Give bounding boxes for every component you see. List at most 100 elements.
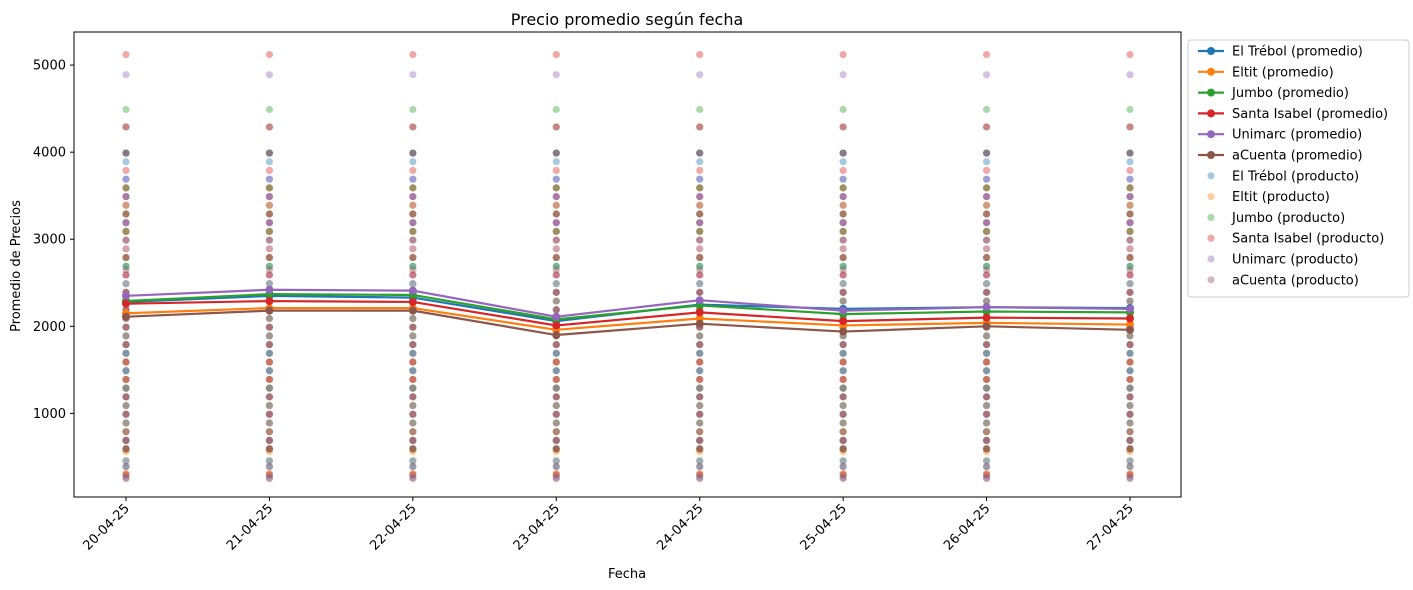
scatter-point (839, 288, 847, 296)
scatter-point (839, 175, 847, 183)
scatter-point (122, 271, 130, 279)
scatter-point (839, 219, 847, 227)
scatter-point (409, 375, 417, 384)
scatter-point (696, 367, 704, 375)
scatter-point (122, 166, 130, 175)
scatter-point (409, 323, 417, 331)
scatter-point (839, 419, 847, 427)
scatter-point (1126, 123, 1134, 131)
scatter-point (839, 192, 847, 201)
scatter-point (265, 105, 274, 114)
scatter-point (696, 358, 704, 366)
scatter-point (982, 297, 991, 305)
scatter-point (982, 158, 991, 166)
scatter-point (982, 367, 991, 375)
scatter-point (409, 149, 417, 157)
scatter-point (265, 444, 274, 452)
scatter-point (552, 358, 560, 366)
scatter-point (1126, 332, 1134, 340)
scatter-point (696, 262, 704, 270)
scatter-point (696, 175, 704, 183)
scatter-point (265, 71, 274, 79)
scatter-point (409, 219, 417, 227)
scatter-point (265, 245, 274, 253)
scatter-point (1126, 428, 1134, 436)
scatter-point (122, 393, 130, 401)
scatter-point (1126, 175, 1134, 183)
scatter-point (265, 367, 274, 375)
scatter-point (1126, 410, 1134, 418)
scatter-point (122, 341, 130, 349)
scatter-point (1126, 393, 1134, 401)
scatter-point (122, 192, 130, 201)
scatter-point (696, 332, 704, 340)
scatter-point (122, 349, 130, 357)
scatter-point (982, 393, 991, 401)
scatter-point (1126, 253, 1134, 262)
scatter-point (982, 51, 991, 59)
scatter-point (696, 210, 704, 218)
scatter-point (982, 184, 991, 192)
scatter-point (982, 175, 991, 183)
scatter-point (696, 349, 704, 357)
scatter-point (409, 332, 417, 340)
scatter-point (265, 436, 274, 444)
scatter-point (982, 428, 991, 436)
scatter-point (1126, 201, 1134, 209)
scatter-point (552, 149, 560, 157)
scatter-point (409, 149, 417, 157)
legend-entry: Unimarc (producto) (1232, 253, 1358, 268)
scatter-point (552, 271, 560, 279)
scatter-point (839, 227, 847, 236)
scatter-point (409, 210, 417, 218)
scatter-point (696, 271, 704, 279)
scatter-point (409, 419, 417, 427)
scatter-point (409, 358, 417, 366)
scatter-point (696, 393, 704, 401)
scatter-point (1126, 436, 1134, 444)
scatter-point (552, 445, 560, 453)
scatter-point (982, 436, 991, 444)
scatter-point (982, 445, 991, 453)
scatter-point (552, 71, 560, 79)
scatter-point (122, 219, 130, 227)
scatter-point (1126, 428, 1134, 436)
scatter-point (409, 475, 417, 483)
scatter-point (839, 384, 847, 392)
series-line (125, 306, 1131, 331)
scatter-point (409, 410, 417, 418)
scatter-point (1126, 436, 1134, 444)
scatter-point (696, 149, 704, 157)
scatter-point (122, 367, 130, 375)
scatter-point (552, 175, 560, 183)
scatter-point (696, 428, 704, 436)
scatter-point (265, 445, 274, 453)
scatter-point (696, 236, 704, 244)
scatter-point (265, 210, 274, 218)
scatter-point (839, 393, 847, 401)
scatter-point (122, 475, 130, 483)
scatter-point (982, 436, 991, 444)
scatter-point (1126, 401, 1134, 410)
scatter-point (409, 280, 417, 288)
scatter-point (1126, 262, 1134, 270)
scatter-point (552, 358, 560, 366)
series-point (839, 317, 848, 326)
scatter-point (409, 444, 417, 452)
scatter-point (265, 236, 274, 244)
scatter-point (552, 175, 560, 183)
scatter-point (839, 456, 847, 465)
scatter-point (696, 227, 704, 236)
scatter-point (982, 288, 991, 296)
scatter-point (1126, 358, 1134, 366)
scatter-point (982, 219, 991, 227)
series-point (552, 312, 561, 321)
scatter-point (552, 306, 560, 314)
scatter-point (122, 375, 130, 384)
scatter-point (982, 367, 991, 375)
scatter-point (1126, 192, 1134, 201)
scatter-point (552, 219, 560, 227)
scatter-point (696, 288, 704, 296)
scatter-point (409, 71, 417, 79)
scatter-point (1126, 358, 1134, 366)
